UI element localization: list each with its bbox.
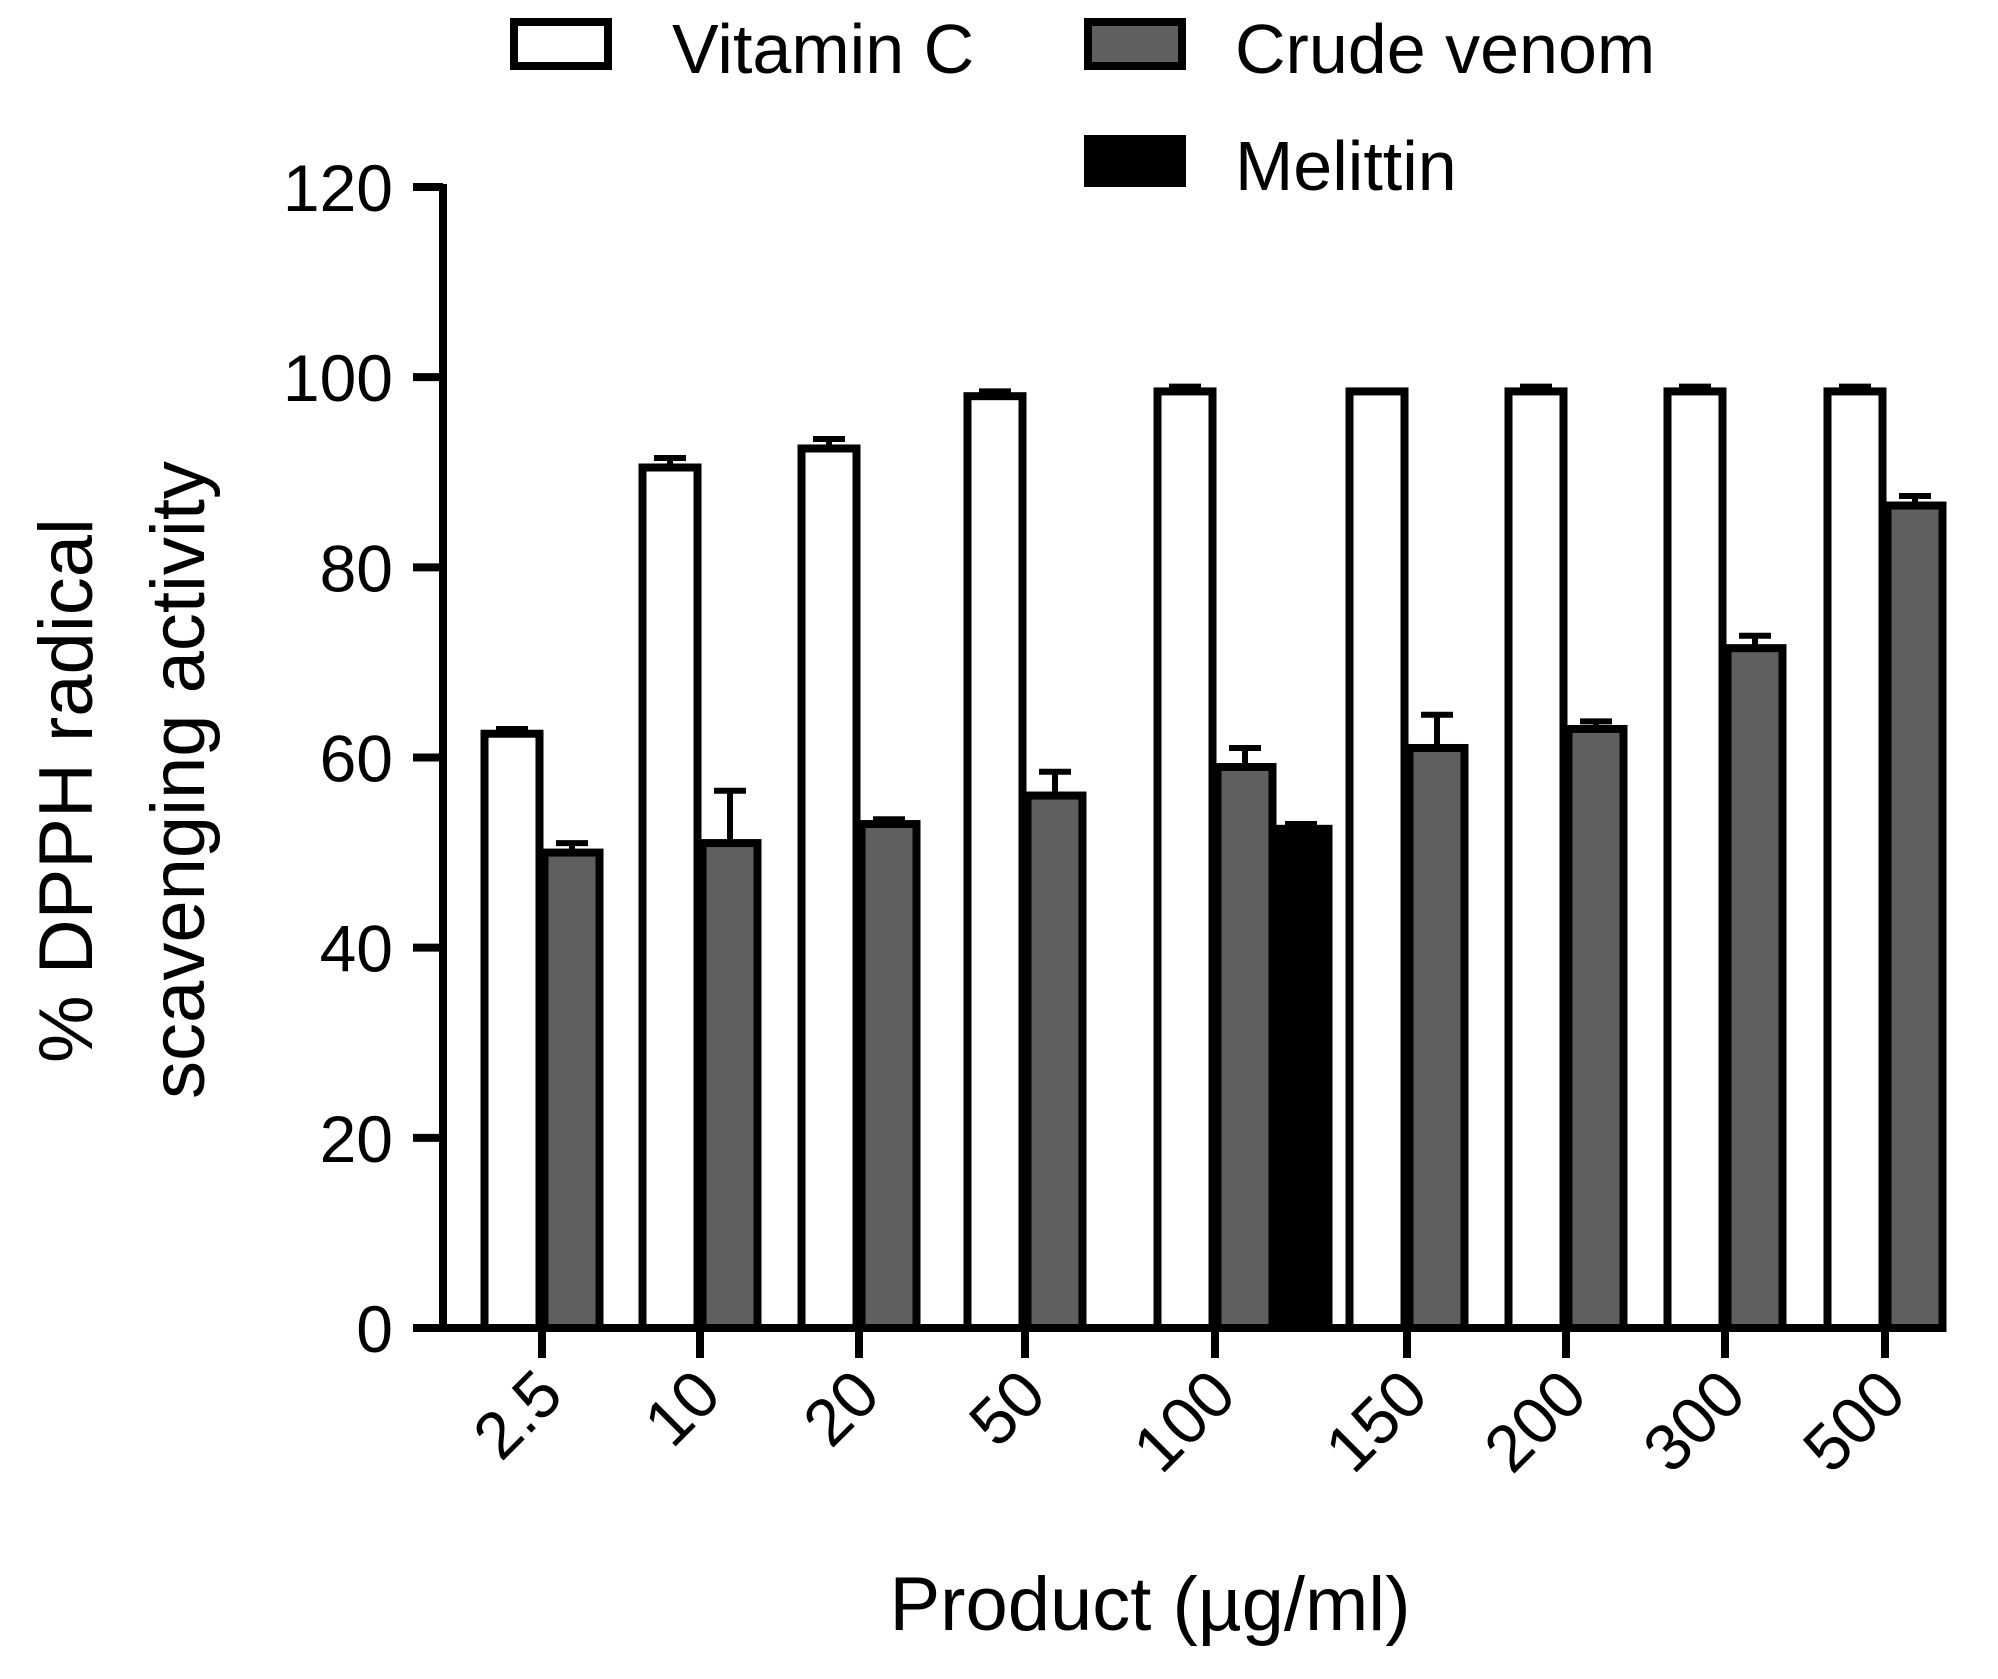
y-tick-label: 100 — [283, 341, 393, 415]
crude-venom-bar — [540, 848, 604, 1332]
x-tick-label: 2.5 — [459, 1356, 576, 1473]
crude-venom-bar — [1023, 791, 1087, 1332]
crude-venom-bar — [1213, 763, 1277, 1332]
crude-venom-bar — [1405, 743, 1469, 1332]
x-axis-title: Product (µg/ml) — [889, 1562, 1410, 1647]
y-axis: 0 20 40 60 80 100 120 — [283, 151, 447, 1366]
y-axis-title: % DPPH radical scavenging activity — [24, 461, 221, 1099]
legend-swatch-crude-venom — [1084, 18, 1186, 70]
y-axis-title-line-2: scavenging activity — [136, 461, 221, 1099]
crude-venom-bar — [1723, 644, 1787, 1332]
y-tick-label: 20 — [320, 1102, 393, 1176]
crude-venom-bar — [1564, 724, 1628, 1332]
legend-label-melittin: Melittin — [1235, 127, 1457, 205]
legend-swatch-melittin — [1084, 135, 1186, 187]
crude-venom-bar — [1883, 501, 1947, 1332]
x-tick-label: 10 — [630, 1356, 734, 1460]
legend-label-vitamin-c: Vitamin C — [672, 10, 974, 88]
vitamin-c-bar — [797, 444, 861, 1332]
vitamin-c-bar — [480, 729, 544, 1332]
y-tick-label: 40 — [320, 912, 393, 986]
vitamin-c-bar — [1504, 387, 1568, 1333]
vitamin-c-bar — [1345, 387, 1409, 1333]
x-tick-label: 20 — [789, 1356, 893, 1460]
y-tick-label: 80 — [320, 531, 393, 605]
x-tick-label: 150 — [1311, 1356, 1441, 1486]
x-tick-label: 100 — [1119, 1356, 1249, 1486]
x-tick-label: 500 — [1789, 1356, 1919, 1486]
vitamin-c-bar — [963, 392, 1027, 1332]
crude-venom-bar — [857, 820, 921, 1333]
x-tick-label: 50 — [955, 1356, 1059, 1460]
x-tick-label: 300 — [1629, 1356, 1759, 1486]
vitamin-c-bar — [1823, 387, 1887, 1333]
vitamin-c-bar — [1153, 387, 1217, 1333]
legend-label-crude-venom: Crude venom — [1235, 10, 1655, 88]
vitamin-c-bar — [1663, 387, 1727, 1333]
x-axis: 2.5 10 20 50 100 150 200 300 500 — [439, 1324, 1930, 1486]
melittin-bar — [1269, 824, 1333, 1332]
legend-swatch-vitamin-c — [510, 18, 612, 70]
y-tick-label: 120 — [283, 151, 393, 225]
y-tick-label: 60 — [320, 722, 393, 796]
bars — [480, 383, 1947, 1333]
x-tick-label: 200 — [1470, 1356, 1600, 1486]
vitamin-c-bar — [638, 463, 702, 1332]
y-axis-title-line-1: % DPPH radical — [24, 518, 109, 1063]
y-tick-label: 0 — [356, 1292, 393, 1366]
crude-venom-bar — [698, 839, 762, 1332]
legend: Vitamin C Crude venom Melittin — [510, 10, 1655, 205]
